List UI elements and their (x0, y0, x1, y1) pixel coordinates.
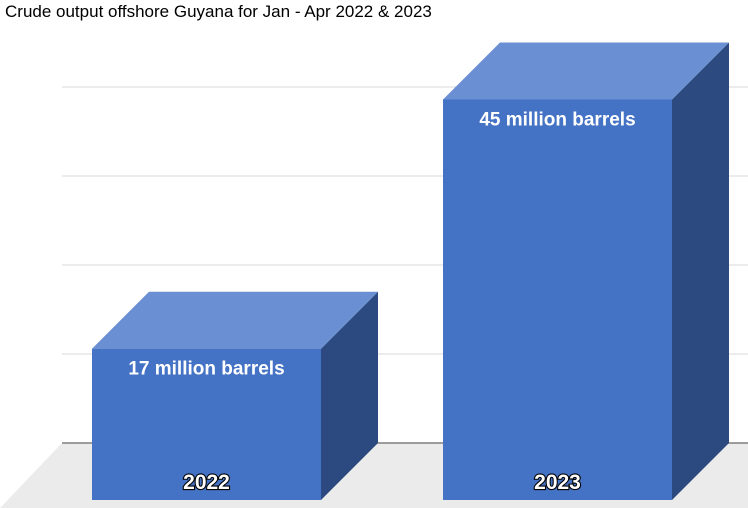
bar-2022: 17 million barrels 2022 (92, 291, 378, 500)
data-label: 45 million barrels (479, 110, 635, 131)
bar-top (443, 42, 729, 100)
bar-side (321, 291, 378, 500)
bar-front (443, 99, 672, 500)
chart-title: Crude output offshore Guyana for Jan - A… (5, 2, 432, 21)
data-label: 17 million barrels (128, 359, 284, 380)
bar-side (672, 42, 729, 500)
category-label: 2023 (534, 471, 581, 494)
bar-2023: 45 million barrels 2023 (443, 42, 729, 500)
bars: 17 million barrels 2022 45 million barrels… (92, 42, 729, 500)
category-label: 2022 (183, 471, 230, 494)
bar-top (92, 291, 378, 349)
bar-front (92, 348, 321, 500)
